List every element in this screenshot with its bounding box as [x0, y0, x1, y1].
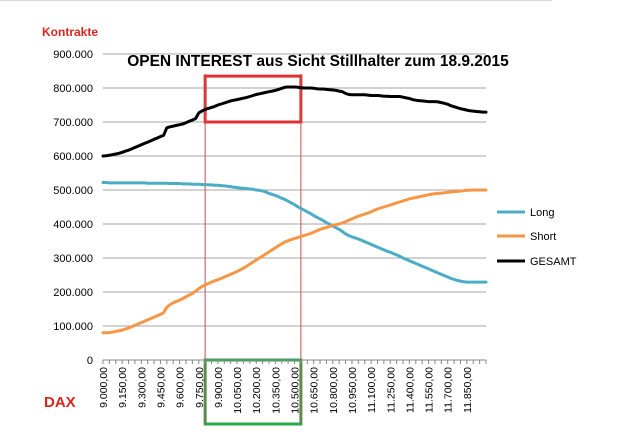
gridlines — [103, 53, 486, 327]
x-tick-label: 9.300,00 — [136, 367, 148, 408]
legend-label-short: Short — [530, 231, 556, 243]
y-tick-label: 100.000 — [53, 321, 93, 333]
highlight-box-peak — [203, 74, 303, 124]
chart-title: OPEN INTEREST aus Sicht Stillhalter zum … — [127, 53, 509, 70]
x-tick-label: 10.500,00 — [290, 367, 302, 414]
x-tick-label: 10.200,00 — [251, 367, 263, 414]
y-tick-label: 400.000 — [53, 219, 93, 231]
y-axis-label: Kontrakte — [42, 25, 98, 39]
legend: Long Short GESAMT — [497, 207, 577, 268]
x-tick-label: 10.650,00 — [309, 367, 321, 414]
legend-label-long: Long — [530, 207, 554, 219]
top-border-line — [0, 0, 552, 1]
x-tick-label: 11.400,00 — [404, 367, 416, 413]
x-tick-label: 10.950,00 — [347, 367, 359, 414]
y-tick-label: 800.000 — [53, 83, 93, 95]
x-tick-label: 9.450,00 — [155, 367, 167, 408]
series-line-short — [101, 188, 488, 335]
x-tick-label: 11.250,00 — [385, 367, 397, 413]
series-lines — [101, 85, 488, 335]
y-tick-label: 500.000 — [53, 185, 93, 197]
x-tick-label: 10.800,00 — [328, 367, 340, 414]
y-tick-label: 700.000 — [53, 117, 93, 129]
x-tick-label: 11.700,00 — [443, 367, 455, 413]
annotations — [203, 74, 303, 426]
x-tick-label: 10.050,00 — [232, 367, 244, 414]
legend-label-gesamt: GESAMT — [530, 256, 577, 268]
y-tick-label: 200.000 — [53, 287, 93, 299]
x-tick-label: 9.750,00 — [194, 367, 206, 408]
series-line-gesamt — [101, 85, 488, 158]
x-axis-label: DAX — [44, 394, 76, 411]
axes: 0 100.000 200.000 300.000 400.000 500.000 600.… — [53, 49, 487, 414]
x-tick-label: 9.000,00 — [98, 367, 110, 408]
x-tick-label: 9.600,00 — [175, 367, 187, 408]
y-tick-label: 600.000 — [53, 151, 93, 163]
y-tick-label: 0 — [87, 355, 93, 367]
y-tick-label: 900.000 — [53, 49, 93, 61]
x-tick-label: 9.150,00 — [117, 367, 129, 408]
series-line-long — [101, 181, 488, 284]
x-tick-label: 9.900,00 — [213, 367, 225, 408]
x-tick-label: 11.850,00 — [462, 367, 474, 413]
y-tick-label: 300.000 — [53, 253, 93, 265]
x-tick-label: 10.350,00 — [270, 367, 282, 414]
x-tick-label: 11.100,00 — [366, 367, 378, 413]
x-tick-label: 11.550,00 — [424, 367, 436, 413]
